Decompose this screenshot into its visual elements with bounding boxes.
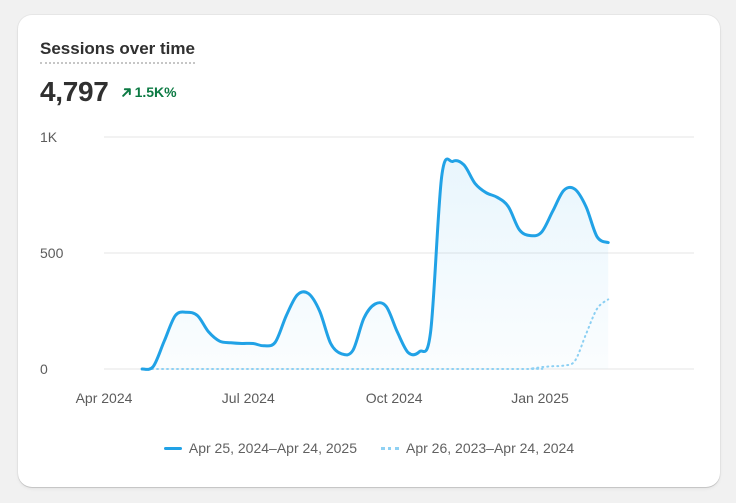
x-tick-label: Oct 2024: [366, 390, 423, 406]
card-title[interactable]: Sessions over time: [40, 39, 195, 64]
total-sessions-value: 4,797: [40, 76, 109, 107]
legend-label-current: Apr 25, 2024–Apr 24, 2025: [188, 440, 357, 456]
y-tick-label: 0: [40, 361, 48, 377]
change-percent: 1.5K%: [134, 84, 177, 100]
series-line-current: [140, 157, 610, 371]
legend-swatch-solid: [163, 446, 182, 450]
change-badge: 1.5K%: [121, 84, 177, 100]
sessions-card: Sessions over time 4,797 1.5K% 0 500 1K Apr…: [18, 15, 720, 487]
sessions-line-chart: 0 500 1K Apr 2024 Jul 2024 Oct 2024 Jan 2025: [40, 129, 694, 406]
y-tick-label: 500: [40, 245, 64, 261]
y-tick-label: 1K: [40, 129, 58, 145]
metric-row: 4,797 1.5K%: [40, 75, 177, 109]
x-tick-label: Jul 2024: [222, 390, 275, 406]
legend-swatch-dotted: [381, 446, 399, 450]
legend-item-previous[interactable]: Apr 26, 2023–Apr 24, 2024: [381, 440, 574, 456]
series-area-current: [142, 158, 609, 370]
legend-item-current[interactable]: Apr 25, 2024–Apr 24, 2025: [163, 440, 357, 456]
chart-legend: Apr 25, 2024–Apr 24, 2025 Apr 26, 2023–A…: [18, 440, 720, 456]
legend-label-previous: Apr 26, 2023–Apr 24, 2024: [406, 440, 575, 456]
arrow-up-right-icon: [121, 87, 131, 97]
x-tick-label: Apr 2024: [76, 390, 133, 406]
x-tick-label: Jan 2025: [511, 390, 569, 406]
